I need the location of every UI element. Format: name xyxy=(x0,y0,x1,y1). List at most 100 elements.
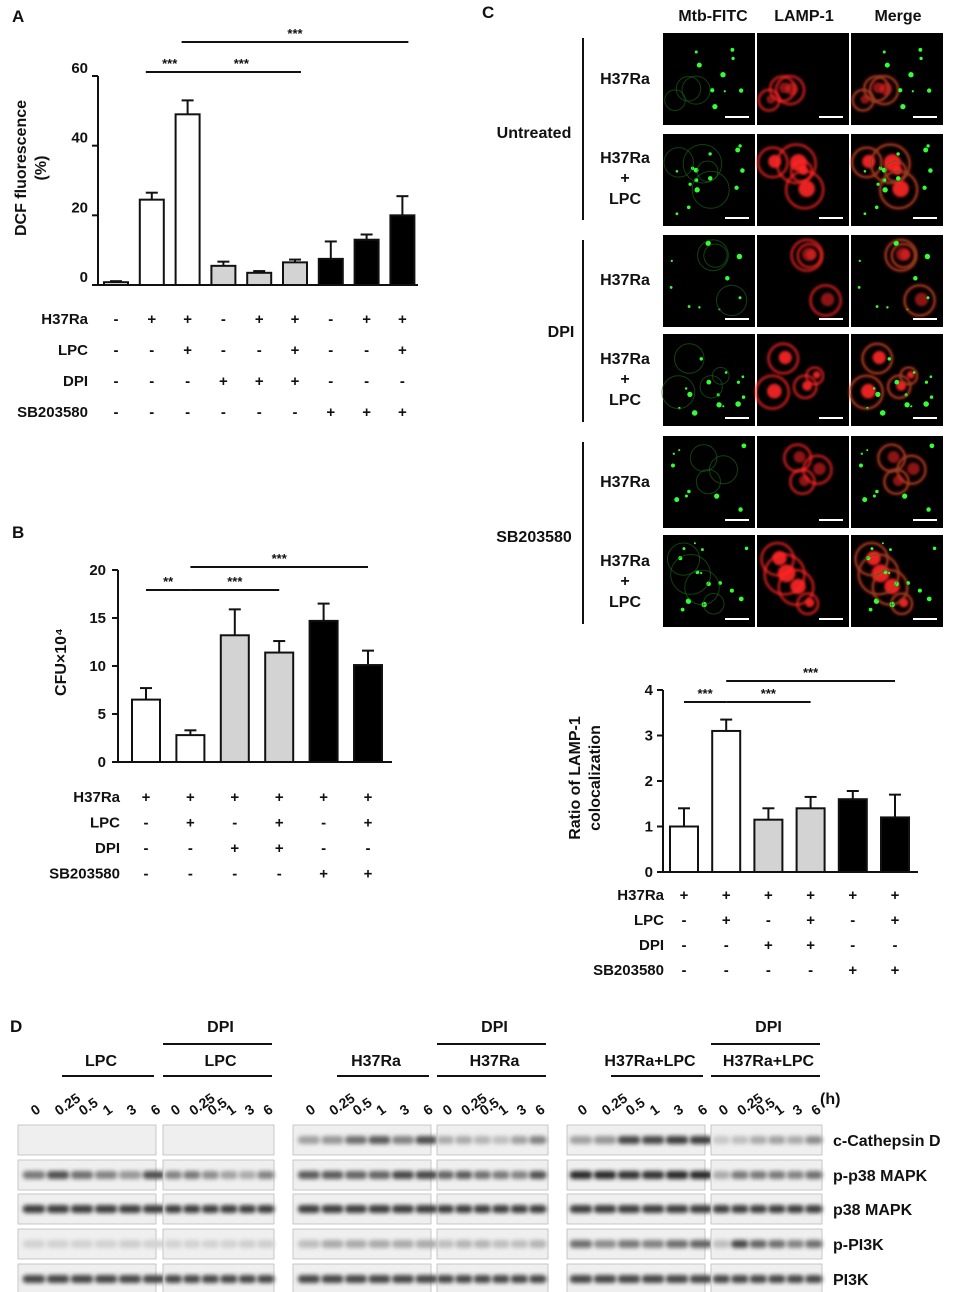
blot-band xyxy=(436,1171,455,1179)
blot-band xyxy=(712,1136,731,1144)
blot-band xyxy=(768,1275,786,1283)
blot-band xyxy=(617,1136,641,1144)
blot-band xyxy=(436,1240,455,1248)
blot-band xyxy=(492,1205,510,1213)
condition-value: + xyxy=(398,311,407,328)
mtb-signal xyxy=(700,571,703,575)
blot-band xyxy=(415,1240,438,1248)
mtb-signal xyxy=(911,90,914,93)
mtb-signal xyxy=(684,494,688,498)
blot-band xyxy=(768,1205,786,1213)
blot-band xyxy=(689,1171,713,1179)
condition-value: + xyxy=(275,789,284,806)
blot-band xyxy=(70,1171,94,1179)
mtb-signal xyxy=(739,88,744,93)
blot-band xyxy=(391,1240,415,1248)
lamp1-vesicle xyxy=(756,146,789,179)
condition-value: + xyxy=(186,815,195,832)
lamp1-signal xyxy=(906,371,915,379)
lamp1-vesicle xyxy=(763,553,806,596)
significance-label: *** xyxy=(803,665,819,680)
condition-label: DPI xyxy=(95,840,120,857)
mtb-signal xyxy=(678,449,681,452)
condition-value: + xyxy=(142,789,151,806)
blot-band xyxy=(368,1205,391,1213)
lamp1-vesicle xyxy=(774,74,806,106)
lamp1-signal xyxy=(778,350,792,365)
mtb-signal xyxy=(926,144,930,148)
timepoint-label: 1 xyxy=(771,1101,787,1119)
blot-band xyxy=(731,1240,749,1248)
blot-band xyxy=(164,1171,183,1179)
blot-row-label: p38 MAPK xyxy=(833,1202,913,1219)
blot-band xyxy=(712,1205,731,1213)
bar xyxy=(837,798,868,874)
blot-band xyxy=(593,1205,617,1213)
western-blots: c-Cathepsin D p-p38 MAPK p38 MAPK p-PI3K PI3… xyxy=(17,1124,941,1292)
blot-band xyxy=(238,1240,257,1248)
blot-band xyxy=(321,1205,344,1213)
y-tick-label: 1 xyxy=(645,819,653,836)
mtb-cell-outline xyxy=(689,444,718,472)
panel-d-label: D xyxy=(10,1017,22,1036)
lamp1-signal xyxy=(785,82,799,96)
mtb-cell-outline xyxy=(703,243,728,268)
timepoint-label: 3 xyxy=(397,1101,413,1119)
mtb-cell-outline xyxy=(682,143,723,184)
mtb-signal xyxy=(693,542,696,545)
condition-value: - xyxy=(724,937,729,954)
timepoint-label: 3 xyxy=(514,1101,530,1119)
blot-band xyxy=(201,1171,220,1179)
mtb-signal xyxy=(895,176,901,181)
blot-band xyxy=(321,1275,344,1283)
blot-band xyxy=(142,1275,166,1283)
blot-band xyxy=(344,1275,368,1283)
blot-band xyxy=(510,1205,529,1213)
mtb-signal xyxy=(722,405,725,408)
condition-label: H37Ra xyxy=(617,887,664,904)
row-label-lpc: LPC xyxy=(609,392,641,409)
lamp1-signal xyxy=(892,180,910,198)
condition-value: + xyxy=(891,962,900,979)
micrograph-panel xyxy=(757,235,849,327)
blot-band xyxy=(617,1171,641,1179)
lamp1-vesicle xyxy=(809,284,842,317)
mtb-signal xyxy=(735,147,741,153)
significance-label: *** xyxy=(761,686,777,701)
condition-value: + xyxy=(364,815,373,832)
mtb-signal xyxy=(738,144,742,148)
mtb-cell-outline xyxy=(851,147,882,178)
row-label-h37ra: H37Ra xyxy=(600,351,650,368)
mtb-signal xyxy=(884,62,890,68)
micrograph-panel xyxy=(850,134,943,226)
condition-value: + xyxy=(291,311,300,328)
blot-band xyxy=(118,1275,142,1283)
blot-band xyxy=(22,1171,46,1179)
bar xyxy=(795,807,826,873)
blot-band xyxy=(238,1171,257,1179)
mtb-signal xyxy=(691,410,698,416)
blot-band xyxy=(344,1136,368,1144)
condition-value: + xyxy=(398,404,407,421)
timepoint-label: 3 xyxy=(671,1101,687,1119)
condition-value: - xyxy=(149,342,154,359)
mtb-signal xyxy=(716,402,722,408)
blot-band xyxy=(368,1171,391,1179)
panel-a-label: A xyxy=(12,7,24,26)
blot-band xyxy=(22,1240,46,1248)
blot-band xyxy=(220,1240,238,1248)
blot-band xyxy=(164,1275,183,1283)
mtb-cell-outline xyxy=(695,469,721,495)
mtb-signal xyxy=(908,72,914,78)
significance-label: *** xyxy=(287,26,303,41)
timepoint-label: 6 xyxy=(695,1101,711,1119)
mtb-signal xyxy=(881,542,884,545)
mtb-signal xyxy=(868,607,873,612)
condition-value: - xyxy=(144,866,149,883)
blot-band xyxy=(641,1240,665,1248)
mtb-cell-outline xyxy=(869,75,899,105)
bar xyxy=(353,238,380,286)
significance-label: *** xyxy=(698,686,714,701)
mtb-signal xyxy=(857,285,861,289)
